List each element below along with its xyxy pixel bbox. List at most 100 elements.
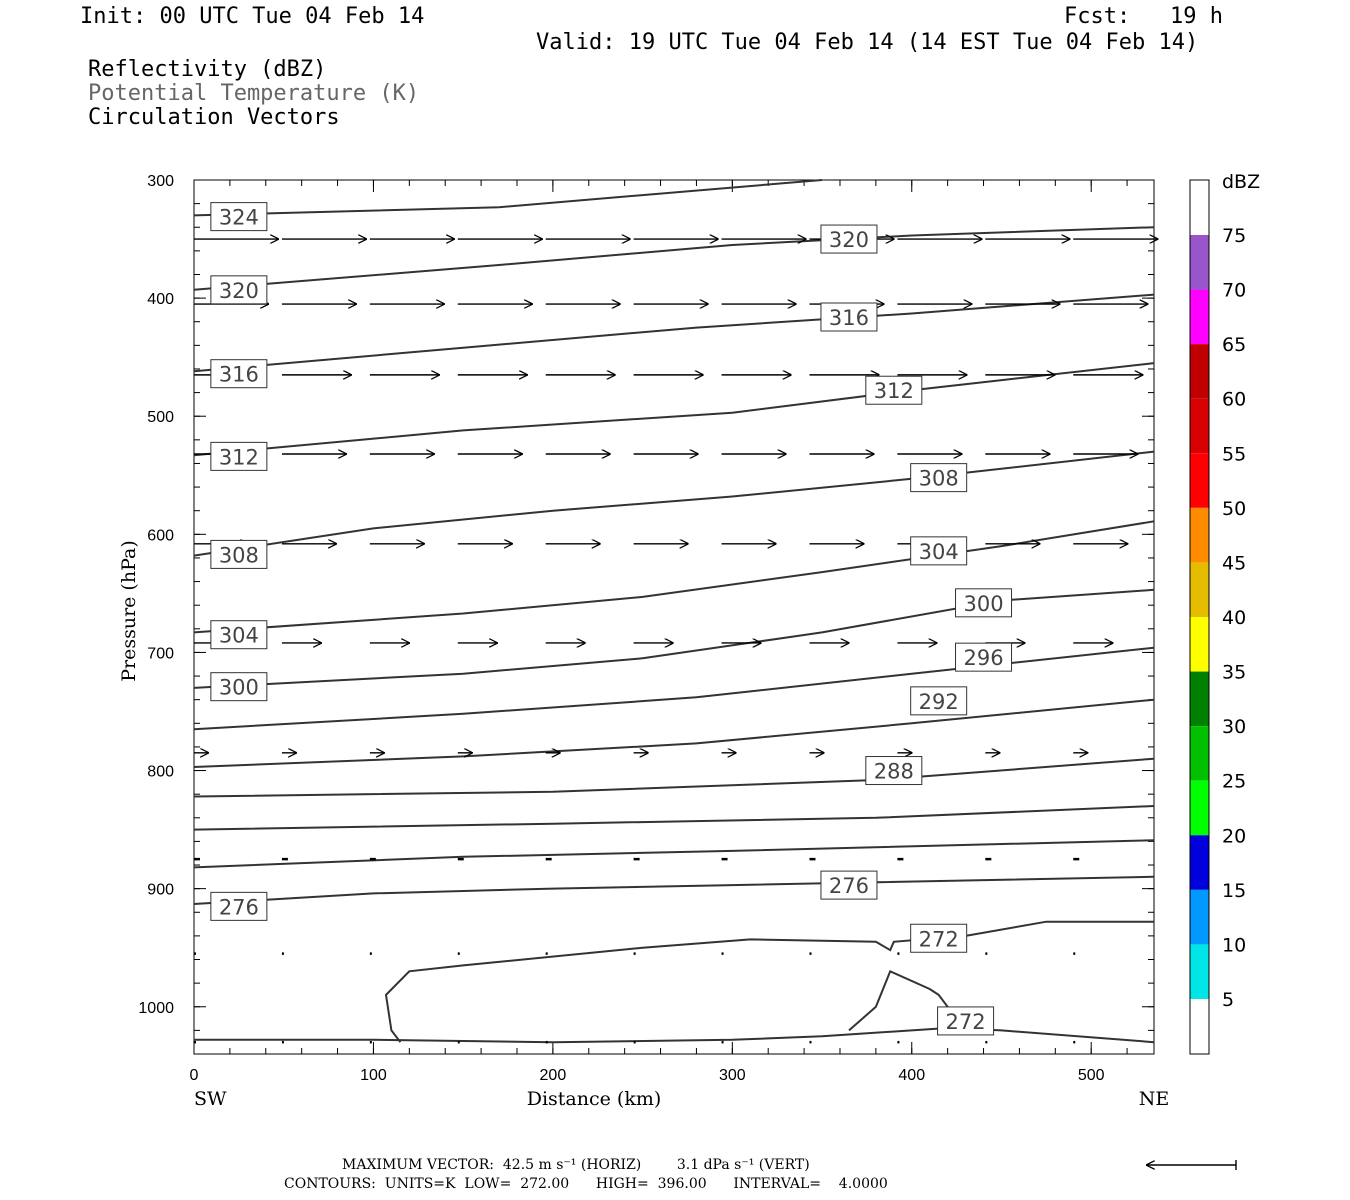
x-tick-label: 300: [719, 1067, 746, 1084]
y-tick-label: 800: [147, 764, 174, 781]
colorbar-segment: [1190, 398, 1209, 454]
footer-contours: CONTOURS: UNITS=K LOW= 272.00 HIGH= 396.…: [284, 1176, 888, 1192]
contour-label-box: [210, 620, 268, 650]
isentrope-284: [193, 805, 1155, 831]
y-tick-label: 500: [147, 409, 174, 426]
y-tick-label: 600: [147, 527, 174, 544]
contour-label: 308: [219, 543, 259, 567]
colorbar-segment: [1190, 944, 1209, 999]
colorbar-segment: [1190, 671, 1209, 727]
field-circulation-vectors: Circulation Vectors: [88, 105, 340, 130]
x-tick-label: 400: [898, 1067, 925, 1084]
colorbar-label: 40: [1222, 607, 1246, 629]
forecast-hour: Fcst: 19 h: [1064, 4, 1223, 29]
contour-label: 292: [919, 690, 959, 714]
y-tick-label: 700: [147, 645, 174, 662]
field-potential-temperature: Potential Temperature (K): [88, 81, 420, 106]
contour-label-box: [937, 1006, 995, 1036]
colorbar-label: 55: [1222, 443, 1246, 465]
contour-label-box: [210, 359, 268, 389]
isentrope-320: [193, 226, 1155, 291]
x-tick-label: 0: [190, 1067, 199, 1084]
colorbar-frame: [1189, 179, 1210, 1055]
contour-label: 288: [874, 760, 914, 784]
y-tick-label: 400: [147, 291, 174, 308]
y-axis-label: Pressure (hPa): [118, 540, 140, 682]
contour-label-box: [210, 672, 268, 702]
colorbar-segment: [1190, 889, 1209, 945]
colorbar-segment: [1190, 617, 1209, 672]
colorbar-label: 45: [1222, 552, 1246, 574]
contour-label-box: [955, 642, 1013, 672]
contour-label: 272: [946, 1010, 986, 1034]
plot-frame: [193, 179, 1155, 1055]
colorbar-units: dBZ: [1222, 171, 1260, 193]
contour-label: 320: [219, 279, 259, 303]
colorbar-segment: [1190, 780, 1209, 836]
contour-label: 308: [919, 467, 959, 491]
colorbar-label: 50: [1222, 498, 1246, 520]
contour-label-box: [910, 463, 968, 493]
contour-label: 304: [219, 624, 259, 648]
isentrope-272: [384, 920, 1154, 1043]
y-tick-label: 300: [147, 173, 174, 190]
y-tick-label: 1000: [138, 1000, 174, 1017]
isentrope-272: [194, 1026, 1155, 1044]
colorbar-segment: [1190, 289, 1209, 345]
colorbar-label: 5: [1222, 989, 1234, 1011]
colorbar-label: 35: [1222, 662, 1246, 684]
colorbar-label: 75: [1222, 225, 1246, 247]
colorbar-label: 70: [1222, 280, 1246, 302]
contour-label: 300: [219, 676, 259, 700]
contour-label-box: [820, 870, 878, 900]
colorbar-segment: [1190, 180, 1209, 235]
colorbar-segment: [1190, 235, 1209, 290]
contour-label: 272: [919, 927, 959, 951]
contour-label: 316: [219, 363, 259, 387]
contour-label-box: [865, 375, 923, 405]
contour-label-box: [210, 891, 268, 921]
contour-label-box: [210, 441, 268, 471]
isentrope-280: [193, 839, 1155, 869]
field-reflectivity: Reflectivity (dBZ): [88, 57, 327, 82]
contour-label: 304: [919, 540, 959, 564]
isentrope-292: [193, 698, 1155, 768]
contour-label: 324: [219, 206, 259, 230]
colorbar-segment: [1190, 562, 1209, 617]
contour-label-box: [210, 539, 268, 569]
isentrope-304: [193, 520, 1155, 634]
contour-label: 276: [829, 874, 869, 898]
contour-label-box: [910, 923, 968, 953]
y-tick-label: 900: [147, 882, 174, 899]
colorbar-label: 60: [1222, 389, 1246, 411]
x-tick-label: 100: [360, 1067, 387, 1084]
x-axis-label: Distance (km): [527, 1088, 662, 1110]
contour-label: 276: [219, 895, 259, 919]
colorbar-label: 10: [1222, 934, 1246, 956]
colorbar-label: 25: [1222, 771, 1246, 793]
contour-label-box: [210, 202, 268, 232]
colorbar-label: 65: [1222, 334, 1246, 356]
colorbar-segment: [1190, 344, 1209, 399]
isentrope-324: [193, 179, 823, 217]
contour-label: 300: [963, 592, 1003, 616]
colorbar-label: 30: [1222, 716, 1246, 738]
contour-label: 316: [829, 306, 869, 330]
contour-label-box: [820, 224, 878, 254]
isentrope-288: [193, 757, 1155, 798]
valid-time: Valid: 19 UTC Tue 04 Feb 14 (14 EST Tue …: [536, 30, 1199, 55]
footer-max-vector: MAXIMUM VECTOR: 42.5 m s⁻¹ (HORIZ) 3.1 d…: [342, 1157, 810, 1173]
colorbar-segment: [1190, 999, 1209, 1054]
init-time: Init: 00 UTC Tue 04 Feb 14: [80, 4, 425, 29]
colorbar-label: 15: [1222, 880, 1246, 902]
colorbar-segment: [1190, 453, 1209, 508]
contour-label: 312: [219, 445, 259, 469]
contour-label-box: [955, 588, 1013, 618]
isentrope-316: [193, 293, 1155, 373]
ne-label: NE: [1139, 1088, 1170, 1110]
x-tick-label: 200: [540, 1067, 567, 1084]
colorbar-segment: [1190, 507, 1209, 563]
isentrope-300: [193, 588, 1155, 689]
isentrope-312: [193, 362, 1155, 457]
